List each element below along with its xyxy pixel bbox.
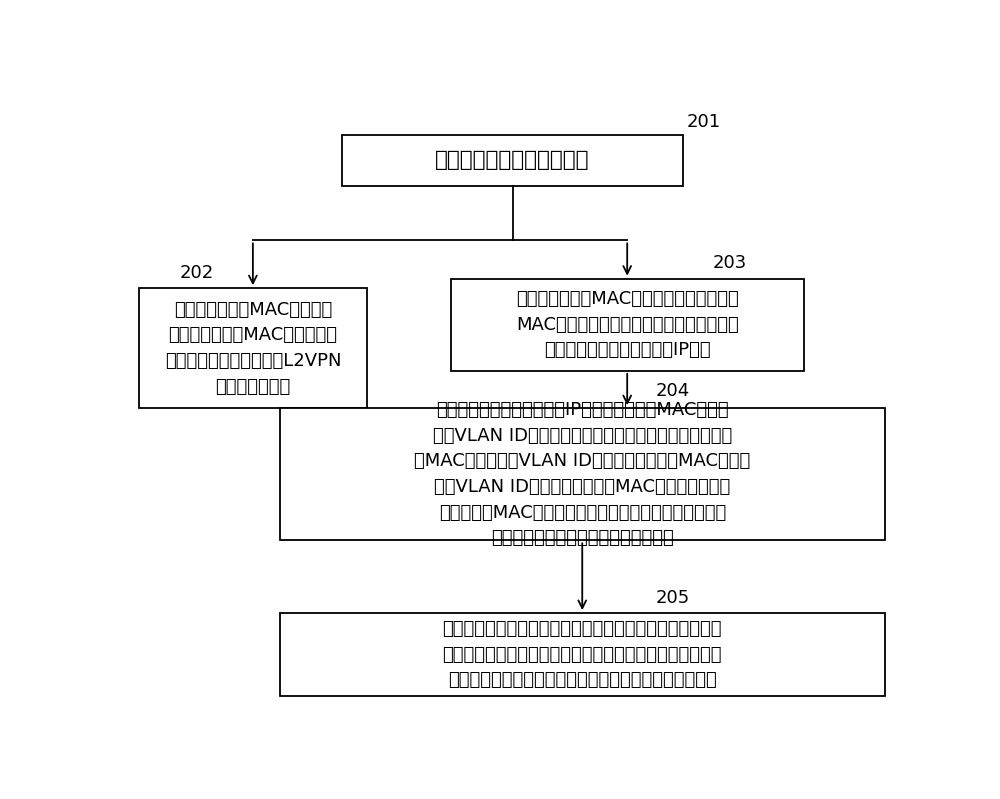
Text: 服务器接入设备接收到报文: 服务器接入设备接收到报文	[435, 150, 590, 170]
Text: 205: 205	[656, 589, 690, 606]
Text: 204: 204	[656, 383, 690, 400]
Text: 203: 203	[712, 254, 747, 272]
Text: 若该报文的目的MAC地址为所述网关设备的
MAC地址时，在所述三层主机路由转发表项
中查找所述接收报文的目的IP地址: 若该报文的目的MAC地址为所述网关设备的 MAC地址时，在所述三层主机路由转发表…	[516, 290, 739, 360]
Text: 如果查找到，获取所述目的IP地址对应的目的MAC地址、
目的VLAN ID、目的设备标识，将所述接收报文携带的目
的MAC地址、目的VLAN ID替换为获取的目: 如果查找到，获取所述目的IP地址对应的目的MAC地址、 目的VLAN ID、目的…	[414, 401, 750, 547]
Bar	[280, 408, 885, 540]
Bar	[280, 613, 885, 696]
Text: 所述服务器接入设备根据从所述三层主机路由转发表项中获
取的目的设备标识在下一跳邻接表中查找下一跳邻接表信息
，根据查找到的下一跳邻接表信息转发所述封装后的报文: 所述服务器接入设备根据从所述三层主机路由转发表项中获 取的目的设备标识在下一跳邻…	[442, 620, 722, 690]
Text: 201: 201	[687, 113, 721, 131]
Text: 若该报文的目的MAC地址不为
所述网关设备的MAC地址时，将
所述接收的报文根据所述L2VPN
转发信息表转发: 若该报文的目的MAC地址不为 所述网关设备的MAC地址时，将 所述接收的报文根据…	[165, 300, 341, 396]
Bar	[451, 279, 804, 371]
Bar	[342, 135, 683, 185]
Bar	[139, 288, 367, 408]
Text: 202: 202	[179, 264, 214, 282]
